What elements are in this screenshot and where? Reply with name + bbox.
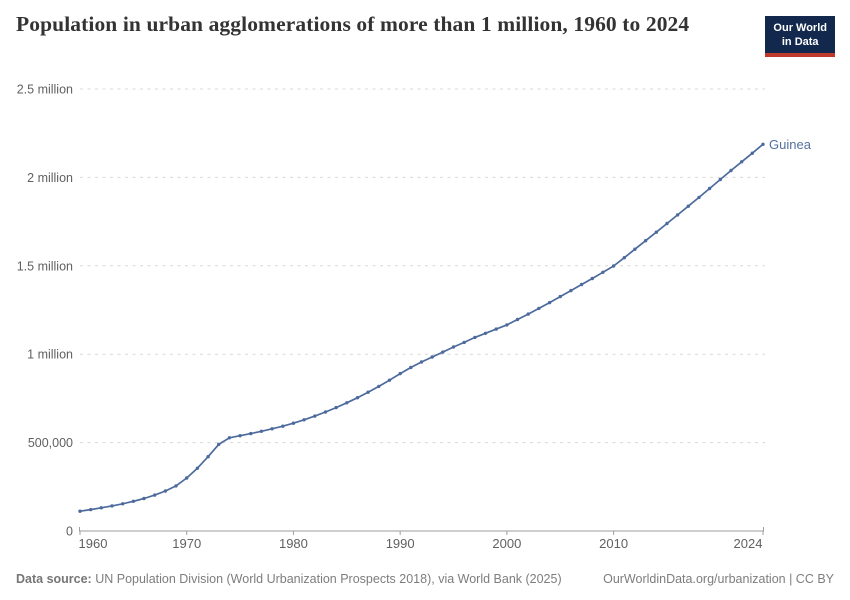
- data-point-marker: [206, 455, 210, 459]
- data-point-marker: [249, 431, 253, 436]
- data-point-marker: [163, 489, 168, 493]
- y-axis-tick-label: 1 million: [27, 348, 73, 362]
- data-point-marker: [579, 282, 584, 287]
- data-point-marker: [217, 442, 221, 447]
- footer-license-link: OurWorldinData.org/urbanization | CC BY: [603, 572, 834, 586]
- data-point-marker: [302, 418, 306, 422]
- x-axis-tick-label: 1990: [386, 536, 415, 551]
- data-point-marker: [718, 177, 722, 182]
- y-axis-tick-label: 500,000: [28, 436, 73, 450]
- data-point-marker: [462, 340, 466, 345]
- data-point-marker: [355, 396, 360, 400]
- data-point-marker: [526, 312, 530, 316]
- data-point-marker: [515, 317, 520, 322]
- data-point-marker: [483, 331, 488, 335]
- owid-logo-line1: Our World: [773, 22, 827, 34]
- data-point-marker: [601, 270, 605, 274]
- data-point-marker: [153, 493, 157, 497]
- data-point-marker: [494, 327, 498, 331]
- x-axis-tick-label: 2010: [599, 536, 628, 551]
- owid-logo-line2: in Data: [781, 36, 819, 49]
- data-point-marker: [558, 294, 562, 299]
- data-point-marker: [174, 484, 178, 488]
- data-point-marker: [142, 496, 146, 501]
- owid-logo: Our World in Data: [765, 16, 835, 57]
- x-axis-tick-label: 1980: [279, 536, 308, 551]
- x-axis-tick-label: 2000: [492, 536, 521, 551]
- data-point-marker: [622, 256, 626, 260]
- data-point-marker: [345, 401, 349, 405]
- y-axis-tick-label: 2.5 million: [17, 83, 73, 97]
- data-point-marker: [419, 360, 424, 364]
- data-point-marker: [131, 499, 136, 503]
- data-point-marker: [409, 365, 413, 370]
- data-point-marker: [281, 424, 285, 428]
- data-point-marker: [505, 323, 509, 327]
- data-source-text: UN Population Division (World Urbanizati…: [91, 572, 562, 586]
- data-point-marker: [707, 186, 712, 191]
- data-source-note: Data source: UN Population Division (Wor…: [16, 571, 562, 589]
- data-point-marker: [377, 384, 381, 389]
- data-point-marker: [643, 239, 648, 243]
- data-point-marker: [665, 221, 669, 226]
- data-point-marker: [590, 276, 594, 281]
- x-axis-line: [79, 527, 764, 532]
- chart-footer: Data source: UN Population Division (Wor…: [16, 571, 834, 589]
- data-point-marker: [729, 168, 733, 173]
- data-point-marker: [313, 414, 317, 418]
- data-point-marker: [547, 300, 552, 305]
- data-point-marker: [387, 378, 392, 382]
- y-axis-tick-label: 0: [66, 525, 73, 539]
- data-point-marker: [569, 288, 573, 293]
- data-source-label: Data source:: [16, 572, 92, 586]
- data-point-marker: [537, 306, 541, 311]
- page-title: Population in urban agglomerations of mo…: [16, 12, 690, 36]
- x-axis-tick-label: 2024: [734, 536, 763, 551]
- x-axis-tick-label: 1960: [79, 536, 108, 551]
- data-point-marker: [740, 160, 744, 164]
- data-point-marker: [366, 390, 370, 394]
- data-point-marker: [633, 247, 637, 251]
- data-point-marker: [398, 371, 402, 376]
- data-point-marker: [473, 335, 477, 340]
- data-point-marker: [686, 204, 690, 208]
- x-axis-tick-label: 1970: [172, 536, 201, 551]
- y-axis-tick-label: 1.5 million: [17, 259, 73, 273]
- data-point-marker: [110, 504, 114, 508]
- data-point-marker: [78, 509, 82, 513]
- data-point-marker: [227, 436, 232, 440]
- data-point-marker: [611, 264, 616, 268]
- data-point-marker: [451, 345, 456, 349]
- data-line: [79, 143, 764, 513]
- data-point-marker: [323, 410, 328, 414]
- data-point-marker: [441, 350, 445, 354]
- data-point-marker: [89, 507, 93, 512]
- data-point-marker: [121, 502, 125, 506]
- data-point-marker: [675, 213, 680, 217]
- data-point-marker: [195, 466, 200, 470]
- data-point-marker: [750, 151, 754, 155]
- data-point-marker: [291, 421, 296, 425]
- data-point-marker: [761, 142, 765, 146]
- data-point-marker: [270, 427, 274, 431]
- data-point-marker: [430, 355, 434, 359]
- entity-label: Guinea: [769, 137, 812, 152]
- data-point-marker: [99, 506, 104, 510]
- y-axis-tick-label: 2 million: [27, 171, 73, 185]
- data-point-marker: [654, 230, 658, 234]
- data-point-marker: [259, 429, 264, 433]
- data-point-marker: [238, 434, 242, 438]
- data-point-marker: [697, 195, 701, 200]
- data-point-marker: [334, 405, 338, 410]
- data-point-marker: [185, 476, 189, 480]
